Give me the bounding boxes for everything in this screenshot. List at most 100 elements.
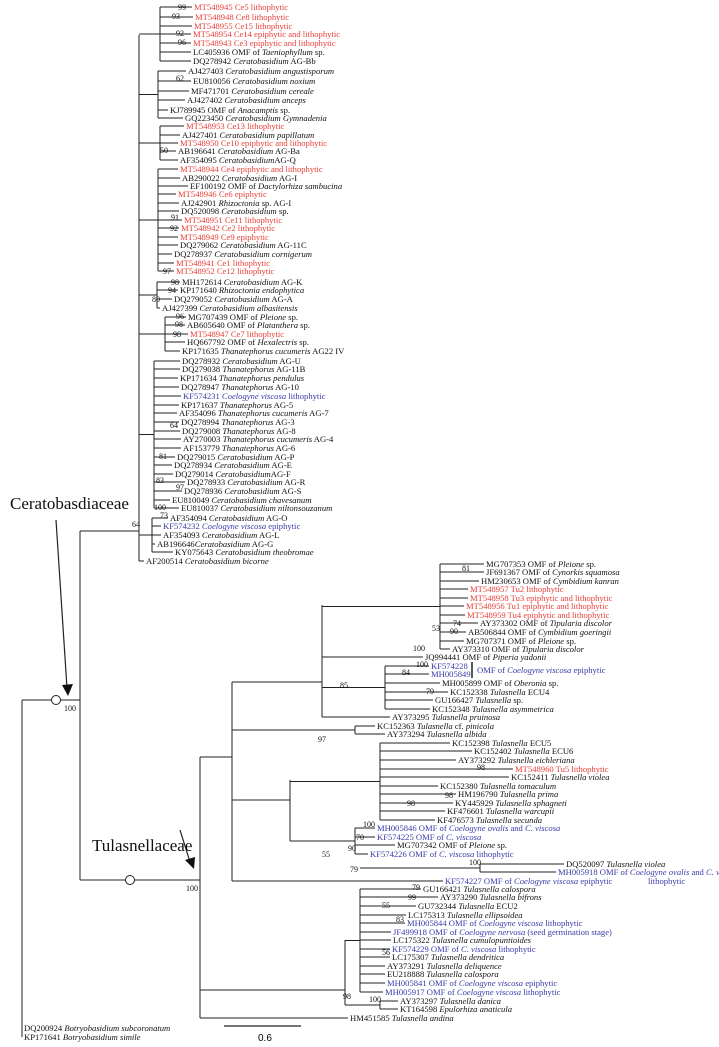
leaf-label-part: DQ278936 (184, 486, 225, 496)
leaf-label-part: MH005849 (431, 669, 471, 679)
leaf-label-part: AB290022 (182, 173, 222, 183)
leaf-label-part: Ceratobasidium bicorne (184, 556, 269, 566)
leaf-label-part: Ceratobasidium niltonsouzanum (220, 503, 333, 513)
leaf-label-part: JQ994441 OMF of (425, 652, 493, 662)
leaf-label-part: Ceratobasidium (208, 513, 265, 523)
leaf-label: DQ279038 Thanatephorus AG-11B (182, 365, 305, 374)
leaf-label-part: Coelogyne viscosa (458, 978, 524, 988)
leaf-label-part: epiphytic (578, 876, 613, 886)
leaf-label-part: AG-3 (273, 417, 295, 427)
leaf-label-part: KF574231 (183, 391, 222, 401)
leaf-label-part: KF574225 OMF of (377, 832, 446, 842)
leaf-label-part: AJ427399 (162, 303, 200, 313)
leaf-label-part: Taeniophyllum (262, 47, 313, 57)
leaf-label-part: AG-F (270, 469, 291, 479)
leaf-label-part: Ceratobasidium papillatum (219, 130, 315, 140)
leaf-label-part: AY373302 OMF of (480, 618, 550, 628)
leaf-label-part: HM451585 (350, 1013, 392, 1023)
leaf-label: DQ279015 Ceratobasidium AG-P (177, 452, 294, 462)
leaf-label-part: GU732344 (418, 901, 459, 911)
bootstrap-value: 91 (171, 213, 179, 222)
leaf-label-part: Tulasnella eichleriana (497, 755, 575, 765)
leaf-label-part: Ceratobasidium albasitensis (199, 303, 298, 313)
leaf-label-part: Thanatephorus cucumeris (217, 408, 308, 418)
leaf-label-part: MH005918 OMF of (558, 867, 630, 877)
leaf-label-part: AG-R (282, 477, 306, 487)
leaf-label: HQ667792 OMF of Hexalectris sp. (187, 337, 309, 347)
leaf-label: MT548957 Tu2 lithophytic (470, 585, 564, 594)
leaf-label-part: MT548951 Ce11 lithophytic (184, 215, 283, 225)
bootstrap-value: 73 (160, 511, 168, 520)
leaf-label: GQ223450 Ceratobasidium Gymnadenia (185, 113, 327, 123)
leaf-label: KC152348 Tulasnella asymmetrica (432, 704, 554, 714)
leaf-label-part: sp. (278, 105, 291, 115)
leaf-label-part: Ceratobasidium (220, 240, 276, 250)
leaf-label-part: Platanthera (256, 320, 299, 330)
leaf-label-part: Rhizoctonia endophytica (218, 285, 305, 295)
family-label-ceratobasidiaceae: Ceratobasdiaceae (10, 494, 129, 513)
bracket-label-coelogyne-viscosa-epiphytic: OMF of Coelogyne viscosa epiphytic (477, 665, 606, 675)
leaf-label-part: ECU5 (527, 738, 552, 748)
leaf-label: GU732344 Tulasnella ECU2 (418, 901, 518, 911)
leaf-label-part: Thanatephorus pendulus (218, 373, 305, 383)
leaf-label: DQ278934 Ceratobasidium AG-E (174, 461, 292, 470)
leaf-label-part: ECU6 (549, 746, 574, 756)
leaf-label: AB506844 OMF of Cymbidium goeringii (468, 628, 611, 637)
leaf-label-part: Tulasnella asymmetrica (471, 704, 554, 714)
leaf-label-part: DQ279015 (177, 452, 218, 462)
bootstrap-value: 90 (348, 844, 356, 853)
leaf-label-part: Ceratobasidium (222, 356, 278, 366)
leaf-label-part: Hexalectris (257, 337, 298, 347)
leaf-label-part: Ceratobasidium (221, 173, 278, 183)
leaf-label: KF476601 Tulasnella warcupii (447, 806, 554, 816)
leaf-label-part: Rhizoctonia (218, 198, 260, 208)
leaf-label: MT548945 Ce5 lithophytic (194, 3, 288, 12)
leaf-label: MH005846 OMF of Coelogyne ovalis and C. … (377, 824, 560, 833)
leaf-label-part: AG-7 (307, 408, 329, 418)
leaf-label: MG707342 OMF of Pleione sp. (397, 841, 507, 850)
leaf-label-part: GQ223450 (185, 113, 226, 123)
bootstrap-value: 97 (176, 483, 184, 492)
bootstrap-value: 98 (477, 763, 485, 772)
bootstrap-value: 74 (453, 619, 461, 628)
leaf-label-part: KC152338 (450, 687, 490, 697)
leaf-label: LC175307 Tulasnella dendritica (392, 953, 504, 962)
bootstrap-value: 93 (172, 12, 180, 21)
leaf-label-part: AJ242901 (181, 198, 219, 208)
bootstrap-value: 83 (156, 476, 164, 485)
leaf-label-part: MT548950 Ce10 epiphytic and lithophytic (180, 138, 328, 148)
leaf-label: DQ278947 Thanatephorus AG-10 (181, 383, 299, 392)
leaf-label: DQ278937 Ceratobasidium cornigerum (174, 250, 312, 259)
leaf-label: MH005849 (431, 669, 471, 679)
leaf-label: MH005841 OMF of Coelogyne viscosa epiphy… (387, 978, 557, 988)
arrow-tulasnellaceae (179, 829, 191, 863)
leaf-label-part: Ceratobasidium (201, 530, 258, 540)
leaf-label-part: HQ667792 OMF of (187, 337, 258, 347)
leaf-label-part: Tulasnella secunda (475, 815, 543, 825)
leaf-label-part: AY373310 OMF of (452, 644, 522, 654)
leaf-label-part: AG-5 (271, 400, 294, 410)
leaf-label-part: AY373297 (400, 996, 440, 1006)
leaf-label-part: LC405936 OMF of (193, 47, 262, 57)
leaf-label-part: MT548944 Ce4 epiphytic and lithophytic (180, 164, 323, 174)
leaf-label-part: Ceratobasidium (217, 452, 273, 462)
leaf-label-part: KF476601 (447, 806, 486, 816)
leaf-label-part: AF354093 (163, 530, 202, 540)
leaf-label: KC152338 Tulasnella ECU4 (450, 687, 549, 697)
bootstrap-value: 85 (340, 681, 348, 690)
bootstrap-value: 100 (413, 644, 425, 653)
leaf-label: AF354096 Thanatephorus cucumeris AG-7 (179, 408, 329, 418)
bootstrap-value: 98 (175, 320, 183, 329)
bootstrap-value: 98 (407, 799, 415, 808)
leaf-label-part: AG-Q (274, 155, 296, 165)
leaf-label: EF100192 OMF of Dactylorhiza sambucina (190, 182, 342, 191)
leaf-label: KF574232 Coelogyne viscosa epiphytic (163, 522, 300, 531)
leaf-label: DQ278933 Ceratobasidium AG-R (187, 477, 306, 487)
leaf-label-part: Tulasnella (513, 746, 550, 756)
leaf-label: DQ278932 Ceratobasidium AG-U (182, 356, 301, 366)
leaf-label-part: Tulasnella sphagneti (495, 798, 567, 808)
leaf-label: MG707439 OMF of Pleione sp. (188, 313, 298, 322)
leaf-label-part: cf. (452, 721, 466, 731)
leaf-label: AY373297 Tulasnella danica (400, 996, 501, 1006)
